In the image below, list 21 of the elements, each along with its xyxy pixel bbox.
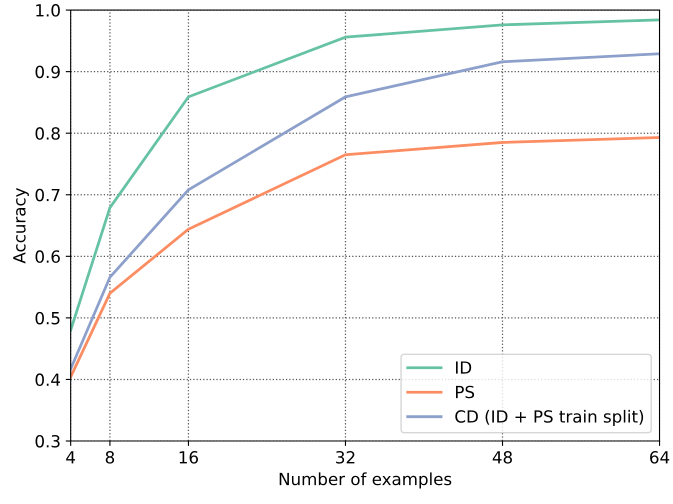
y-tick-label: 0.9 [36,66,60,78]
y-tick-label: 0.7 [36,188,60,202]
y-tick-label: 0.6 [36,250,60,263]
x-axis-title: Number of examples [280,472,452,489]
y-tick-label: 0.8 [36,127,60,140]
legend-label: ID [456,361,472,374]
y-axis-title: Accuracy [13,188,29,264]
y-tick-label: 0.3 [36,434,60,448]
x-tick-label: 64 [650,451,670,464]
legend-label: PS [456,386,474,398]
y-tick-label: 1.0 [36,4,60,17]
y-tick-label: 0.5 [36,312,60,324]
line-series [70,18,660,332]
x-tick-label: 8 [106,451,114,464]
x-tick-label: 32 [336,451,354,464]
x-tick-label: 48 [492,451,512,464]
line-series [70,136,660,378]
legend-label: CD (ID + PS train split) [455,410,644,426]
x-tick-label: 4 [66,451,76,464]
y-tick-label: 0.4 [36,373,60,386]
x-tick-label: 16 [180,451,198,464]
